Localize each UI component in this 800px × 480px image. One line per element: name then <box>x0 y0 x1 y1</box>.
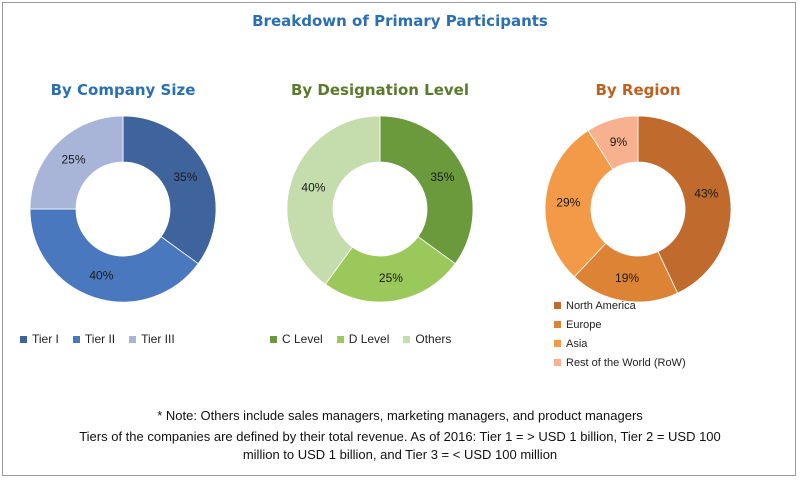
label-rest-of-the-world-row: 9% <box>610 135 628 149</box>
legend-asia: Asia <box>554 336 686 351</box>
label-tier-ii: 40% <box>89 269 113 283</box>
label-tier-iii: 25% <box>61 153 85 167</box>
main-title: Breakdown of Primary Participants <box>252 12 548 30</box>
label-europe: 19% <box>615 271 639 285</box>
region-legend: North America Europe Asia Rest of the Wo… <box>554 298 686 374</box>
region-title: By Region <box>595 81 681 99</box>
legend-europe: Europe <box>554 317 686 332</box>
legend-d-level: D Level <box>336 332 389 346</box>
label-north-america: 43% <box>694 187 718 201</box>
slice-others <box>286 115 381 285</box>
slice-d-level <box>324 236 456 303</box>
legend-tier-ii: Tier II <box>72 332 115 346</box>
note-others: * Note: Others include sales managers, m… <box>157 408 643 423</box>
company-size-title: By Company Size <box>50 81 196 99</box>
slice-rest-of-the-world-row <box>587 115 639 170</box>
label-c-level: 35% <box>430 170 454 184</box>
slice-asia <box>544 129 614 278</box>
note-tiers-line2: million to USD 1 billion, and Tier 3 = <… <box>242 447 558 462</box>
designation-level-title: By Designation Level <box>290 81 469 99</box>
label-d-level: 25% <box>379 271 403 285</box>
designation-level-donut: 35% 25% 40% <box>286 115 474 303</box>
label-tier-i: 35% <box>173 170 197 184</box>
designation-level-legend: C Level D Level Others <box>270 332 465 346</box>
slice-tier-iii <box>29 115 124 210</box>
slice-c-level <box>379 115 474 265</box>
legend-north-america: North America <box>554 298 686 313</box>
legend-tier-iii: Tier III <box>129 332 175 346</box>
company-size-donut: 35% 40% 25% <box>29 115 217 303</box>
slice-tier-i <box>122 115 217 265</box>
region-donut: 43% 19% 29% 9% <box>544 115 732 303</box>
note-tiers-line1: Tiers of the companies are defined by th… <box>79 429 721 444</box>
legend-rest-of-world: Rest of the World (RoW) <box>554 355 686 370</box>
legend-tier-i: Tier I <box>20 332 59 346</box>
slice-north-america <box>637 115 732 294</box>
label-asia: 29% <box>556 195 580 209</box>
legend-others: Others <box>403 332 451 346</box>
slice-tier-ii <box>29 208 199 303</box>
company-size-legend: Tier I Tier II Tier III <box>20 332 189 346</box>
label-others: 40% <box>301 180 325 194</box>
legend-c-level: C Level <box>270 332 323 346</box>
